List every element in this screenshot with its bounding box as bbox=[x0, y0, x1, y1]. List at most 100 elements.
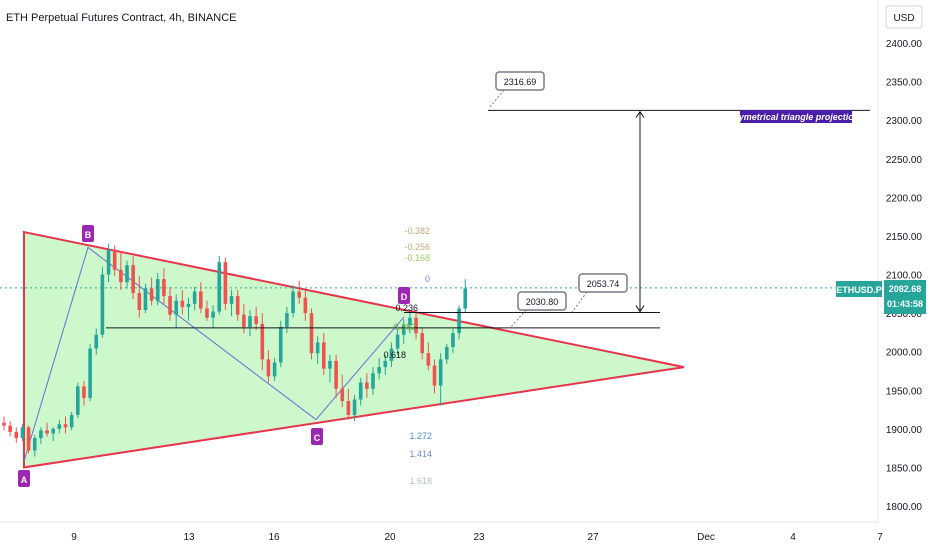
candle[interactable] bbox=[186, 297, 191, 321]
candle[interactable] bbox=[14, 427, 19, 443]
candle[interactable] bbox=[451, 328, 455, 354]
candle[interactable] bbox=[420, 328, 424, 360]
harmonic-point-labels[interactable]: A B C D bbox=[18, 225, 410, 487]
point-label-D[interactable]: D bbox=[398, 287, 410, 304]
candle[interactable] bbox=[180, 289, 185, 315]
candle[interactable] bbox=[365, 373, 369, 398]
candle[interactable] bbox=[76, 382, 80, 419]
candle[interactable] bbox=[315, 336, 320, 365]
candle[interactable] bbox=[211, 305, 215, 329]
candle[interactable] bbox=[20, 424, 25, 442]
candle[interactable] bbox=[217, 255, 222, 315]
candle[interactable] bbox=[119, 252, 123, 290]
point-label-B[interactable]: B bbox=[82, 225, 94, 242]
candle[interactable] bbox=[432, 359, 437, 394]
candle[interactable] bbox=[162, 268, 166, 304]
candle[interactable] bbox=[82, 380, 86, 406]
candle[interactable] bbox=[8, 421, 12, 437]
projection-arrow[interactable] bbox=[635, 110, 645, 313]
candle[interactable] bbox=[63, 416, 68, 434]
price-axis[interactable]: 2400.00 2350.00 2300.00 2250.00 2200.00 2150.… bbox=[886, 39, 923, 513]
candle[interactable] bbox=[272, 357, 277, 381]
candle[interactable] bbox=[445, 343, 449, 365]
candle[interactable] bbox=[334, 354, 338, 398]
candle[interactable] bbox=[235, 289, 240, 321]
candle[interactable] bbox=[414, 311, 418, 340]
candle[interactable] bbox=[309, 308, 314, 360]
time-tick-label: 27 bbox=[587, 532, 599, 543]
candle[interactable] bbox=[395, 328, 400, 355]
price-tick-label: 2400.00 bbox=[886, 39, 923, 50]
candle[interactable] bbox=[297, 280, 301, 304]
candle[interactable] bbox=[26, 425, 31, 454]
candle[interactable] bbox=[457, 305, 461, 340]
candle[interactable] bbox=[401, 319, 406, 344]
candle[interactable] bbox=[340, 374, 345, 408]
candle[interactable] bbox=[149, 277, 154, 306]
candle[interactable] bbox=[285, 306, 289, 334]
candle[interactable] bbox=[322, 333, 326, 375]
price-callouts[interactable]: 2316.69 2053.74 2030.80 bbox=[489, 71, 628, 329]
candle[interactable] bbox=[69, 411, 74, 431]
candle[interactable] bbox=[125, 260, 129, 289]
candle[interactable] bbox=[260, 313, 265, 371]
candle[interactable] bbox=[254, 306, 258, 331]
candle[interactable] bbox=[192, 286, 197, 310]
candle[interactable] bbox=[229, 289, 234, 317]
candle[interactable] bbox=[383, 354, 388, 375]
candle[interactable] bbox=[88, 343, 92, 402]
candle[interactable] bbox=[131, 255, 135, 300]
candle[interactable] bbox=[303, 289, 308, 321]
candle[interactable] bbox=[426, 342, 431, 371]
callout-2030.80[interactable]: 2030.80 bbox=[509, 291, 567, 329]
candle[interactable] bbox=[291, 285, 295, 318]
harmonic-pattern-line[interactable] bbox=[23, 246, 405, 462]
candle[interactable] bbox=[438, 353, 443, 406]
candle[interactable] bbox=[377, 357, 381, 380]
candle[interactable] bbox=[51, 427, 55, 442]
candle[interactable] bbox=[352, 394, 357, 422]
fib-level-label: 0.236 bbox=[395, 303, 418, 313]
point-label-C[interactable]: C bbox=[311, 428, 323, 445]
candle[interactable] bbox=[463, 279, 468, 314]
svg-text:C: C bbox=[314, 433, 321, 443]
candle[interactable] bbox=[39, 427, 43, 445]
callout-2316.69[interactable]: 2316.69 bbox=[489, 71, 545, 108]
candle[interactable] bbox=[94, 328, 99, 355]
candle[interactable] bbox=[32, 435, 37, 457]
candle[interactable] bbox=[155, 272, 160, 306]
point-label-A[interactable]: A bbox=[18, 470, 30, 487]
candles[interactable] bbox=[2, 243, 468, 457]
candle[interactable] bbox=[266, 350, 271, 383]
candle[interactable] bbox=[205, 300, 209, 321]
candle[interactable] bbox=[278, 320, 283, 368]
candle[interactable] bbox=[100, 266, 105, 338]
time-axis[interactable]: 9 13 16 20 23 27 Dec 4 7 bbox=[71, 532, 883, 543]
candle[interactable] bbox=[45, 422, 49, 437]
fib-levels[interactable]: -0.382 -0.256-0.168 0 0.236 0.382 0.618 1.272 1… bbox=[383, 226, 432, 486]
candle[interactable] bbox=[143, 283, 148, 314]
candle[interactable] bbox=[106, 243, 111, 283]
fib-level-label: 0.382 bbox=[393, 322, 416, 332]
candle[interactable] bbox=[328, 354, 332, 383]
candle[interactable] bbox=[389, 342, 394, 368]
fib-level-label: 0 bbox=[425, 274, 430, 284]
candle[interactable] bbox=[223, 257, 228, 310]
candle[interactable] bbox=[248, 309, 252, 337]
candle[interactable] bbox=[371, 367, 375, 395]
symmetrical-triangle[interactable] bbox=[23, 230, 685, 469]
candle[interactable] bbox=[2, 416, 6, 431]
candle[interactable] bbox=[358, 377, 363, 406]
candle[interactable] bbox=[57, 419, 62, 434]
candle[interactable] bbox=[112, 245, 117, 277]
candle[interactable] bbox=[408, 311, 412, 334]
currency-button[interactable]: USD bbox=[885, 5, 923, 29]
candle[interactable] bbox=[168, 286, 172, 321]
candle[interactable] bbox=[137, 276, 142, 318]
candle[interactable] bbox=[199, 282, 203, 314]
candle[interactable] bbox=[346, 388, 351, 420]
candle[interactable] bbox=[174, 294, 178, 329]
callout-2053.74[interactable]: 2053.74 bbox=[571, 273, 628, 313]
projection-label[interactable]: Symetrical triangle projection bbox=[733, 110, 860, 123]
